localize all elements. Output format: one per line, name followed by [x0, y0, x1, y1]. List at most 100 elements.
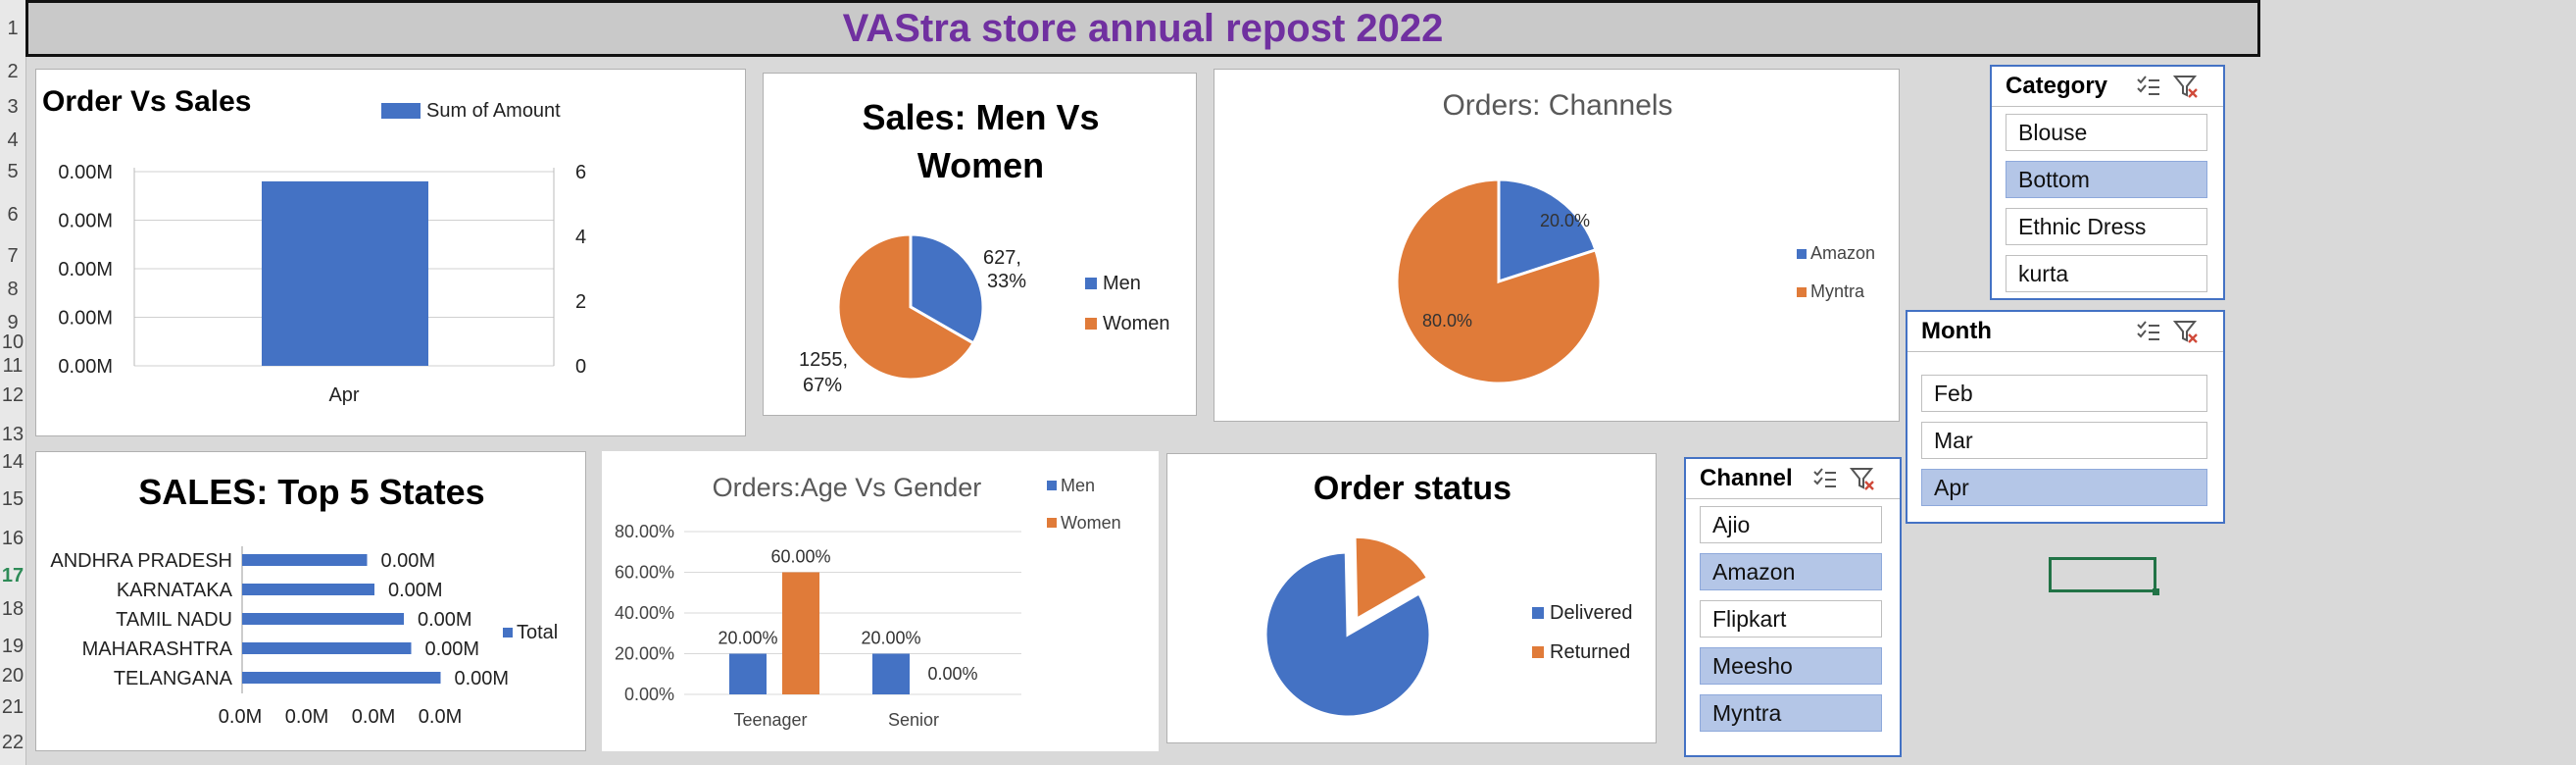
- slicer-item-flipkart[interactable]: Flipkart: [1700, 600, 1882, 638]
- chart-title: Orders:Age Vs Gender: [712, 473, 982, 502]
- row-number[interactable]: 6: [7, 204, 19, 226]
- data-label-amazon: 20.0%: [1540, 211, 1590, 230]
- clear-filter-icon[interactable]: [2172, 318, 2200, 345]
- slicer-item-apr[interactable]: Apr: [1921, 469, 2207, 506]
- slicer-item-blouse[interactable]: Blouse: [2006, 114, 2207, 151]
- row-number[interactable]: 13: [1, 424, 25, 445]
- legend-label-men: Men: [1103, 273, 1141, 294]
- row-number[interactable]: 16: [1, 528, 25, 549]
- row-number[interactable]: 8: [7, 279, 19, 300]
- clear-filter-icon[interactable]: [1849, 465, 1876, 492]
- chart-orders-channels[interactable]: Orders: Channels 20.0% 80.0% Amazon Mynt…: [1214, 69, 1900, 422]
- clear-filter-icon[interactable]: [2172, 73, 2200, 100]
- chart-age-vs-gender[interactable]: Orders:Age Vs Gender 80.00% 60.00% 40.00% 2…: [602, 451, 1159, 751]
- row-number[interactable]: 11: [2, 355, 24, 377]
- men-vs-women-plot: 627, 33% 1255, 67% Men Women: [799, 232, 1170, 396]
- chart-order-vs-sales[interactable]: Order Vs Sales Sum of Amount 0.00M 0.00M 0…: [35, 69, 746, 436]
- legend-label-women: Women: [1061, 513, 1121, 533]
- legend-label-total: Total: [517, 622, 558, 643]
- slicer-item-ajio[interactable]: Ajio: [1700, 506, 1882, 543]
- slicer-channel[interactable]: Channel Ajio Amazon Flipkart Meesho Myntra: [1684, 457, 1902, 757]
- data-label-women-pct: 67%: [803, 375, 842, 396]
- row-number[interactable]: 3: [7, 96, 19, 118]
- x-axis-tick: 0.0M: [352, 706, 395, 728]
- row-number[interactable]: 21: [1, 696, 25, 718]
- slicer-item-feb[interactable]: Feb: [1921, 375, 2207, 412]
- order-vs-sales-plot: Sum of Amount 0.00M0.00M0.00M0.00M0.00M …: [58, 100, 586, 406]
- row-number[interactable]: 7: [7, 245, 19, 267]
- slicer-item-mar[interactable]: Mar: [1921, 422, 2207, 459]
- legend-swatch-amazon: [1797, 249, 1807, 259]
- slicer-header: Month: [1907, 312, 2223, 352]
- slicer-category[interactable]: Category Blouse Bottom Ethnic Dress kurta: [1990, 65, 2225, 300]
- chart-top-states[interactable]: SALES: Top 5 States ANDHRA PRADESH 0.00M K…: [35, 451, 586, 751]
- slicer-item-ethnic-dress[interactable]: Ethnic Dress: [2006, 208, 2207, 245]
- report-title-cell[interactable]: VAStra store annual repost 2022: [25, 0, 2260, 57]
- row-number[interactable]: 22: [1, 732, 25, 753]
- legend-swatch: [381, 103, 421, 119]
- multi-select-icon[interactable]: [2135, 73, 2162, 100]
- row-number[interactable]: 20: [1, 665, 25, 687]
- left-axis-tick: 0.00M: [58, 259, 113, 280]
- legend-swatch-men: [1047, 481, 1057, 490]
- x-axis-tick: 0.0M: [219, 706, 262, 728]
- row-number[interactable]: 12: [1, 384, 25, 406]
- row-number[interactable]: 19: [1, 636, 25, 657]
- legend-swatch-myntra: [1797, 287, 1807, 297]
- bar-value-label: 0.00M: [455, 668, 510, 689]
- bar-value-label: 0.00M: [388, 580, 443, 601]
- legend-label-myntra: Myntra: [1810, 281, 1865, 301]
- bar-apr: [262, 180, 428, 366]
- legend-swatch-delivered: [1532, 607, 1544, 619]
- slicer-month[interactable]: Month Feb Mar Apr: [1906, 310, 2225, 524]
- row-number[interactable]: 1: [7, 18, 19, 39]
- row-number[interactable]: 17: [1, 565, 25, 586]
- pie-slice-myntra: [1395, 178, 1603, 385]
- right-axis-tick: 4: [575, 227, 586, 248]
- left-axis-tick: 0.00M: [58, 356, 113, 378]
- chart-title: Order status: [1313, 470, 1512, 507]
- y-axis-tick: 20.00%: [615, 644, 674, 664]
- state-label: ANDHRA PRADESH: [50, 550, 232, 572]
- y-axis-tick: 60.00%: [615, 563, 674, 583]
- category-label: Senior: [888, 710, 939, 730]
- chart-men-vs-women[interactable]: Sales: Men Vs Women 627, 33% 1255, 67% M…: [763, 73, 1197, 416]
- legend-label-delivered: Delivered: [1550, 602, 1632, 624]
- row-number[interactable]: 5: [7, 161, 19, 182]
- active-cell-selection[interactable]: [2049, 557, 2159, 595]
- x-axis-tick: 0.0M: [419, 706, 462, 728]
- bar-senior-men: [872, 653, 910, 694]
- slicer-item-kurta[interactable]: kurta: [2006, 255, 2207, 292]
- category-label: Teenager: [733, 710, 807, 730]
- row-number[interactable]: 10: [1, 332, 25, 353]
- right-axis-tick: 6: [575, 162, 586, 183]
- multi-select-icon[interactable]: [1811, 465, 1839, 492]
- slicer-item-bottom[interactable]: Bottom: [2006, 161, 2207, 198]
- bar-value-label: 20.00%: [718, 629, 777, 648]
- row-number[interactable]: 15: [1, 488, 25, 510]
- chart-order-status[interactable]: Order status Delivered Returned: [1166, 453, 1657, 743]
- y-axis-tick: 80.00%: [615, 522, 674, 541]
- bar-karnataka: [242, 584, 374, 595]
- pie-slice-women: [836, 232, 976, 382]
- y-axis-tick: 40.00%: [615, 603, 674, 623]
- multi-select-icon[interactable]: [2135, 318, 2162, 345]
- row-number[interactable]: 14: [1, 451, 25, 473]
- slicer-item-amazon[interactable]: Amazon: [1700, 553, 1882, 590]
- row-number[interactable]: 9: [7, 312, 19, 333]
- legend-swatch-returned: [1532, 646, 1544, 658]
- left-axis-tick: 0.00M: [58, 308, 113, 330]
- state-label: KARNATAKA: [117, 580, 233, 601]
- bar-maharashtra: [242, 642, 412, 654]
- bar-tamil-nadu: [242, 613, 404, 625]
- bar-teenager-men: [729, 653, 767, 694]
- pie-slice-returned: [1353, 535, 1430, 622]
- row-number[interactable]: 2: [7, 61, 19, 82]
- legend-swatch-women: [1085, 318, 1097, 330]
- slicer-title: Month: [1921, 318, 1992, 344]
- slicer-item-myntra[interactable]: Myntra: [1700, 694, 1882, 732]
- slicer-item-meesho[interactable]: Meesho: [1700, 647, 1882, 685]
- legend-label: Sum of Amount: [426, 100, 561, 122]
- row-number[interactable]: 4: [7, 129, 19, 151]
- row-number[interactable]: 18: [1, 598, 25, 620]
